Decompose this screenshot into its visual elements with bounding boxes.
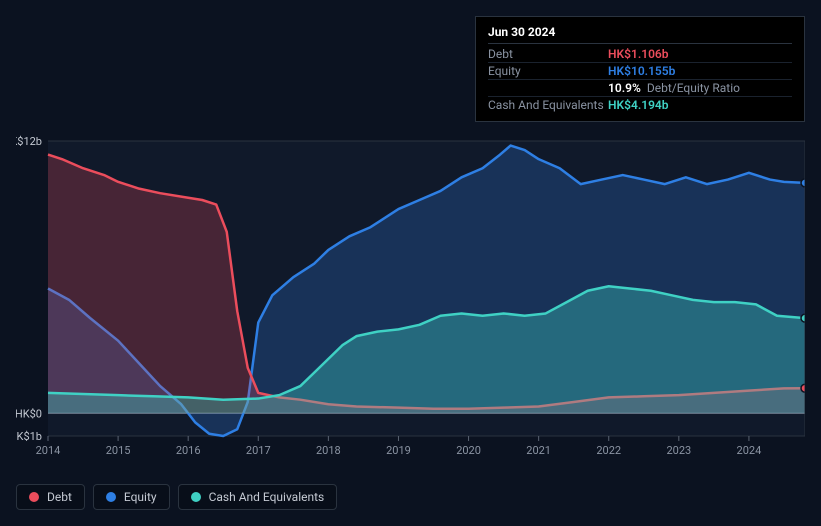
tooltip-row-value: HK$4.194b [608, 98, 669, 112]
svg-text:HK$12b: HK$12b [16, 135, 42, 148]
tooltip-row-value: HK$1.106b [608, 47, 669, 61]
tooltip-row-value: HK$10.155b [608, 64, 675, 78]
tooltip-row: DebtHK$1.106b [488, 46, 792, 63]
tooltip-row: Cash And EquivalentsHK$4.194b [488, 97, 792, 113]
svg-text:2023: 2023 [666, 444, 691, 457]
legend-label: Cash And Equivalents [209, 490, 325, 504]
svg-text:2024: 2024 [737, 444, 762, 457]
legend-swatch [191, 492, 201, 502]
tooltip-date: Jun 30 2024 [488, 25, 792, 44]
tooltip-row-label: Equity [488, 64, 608, 78]
legend-swatch [29, 492, 39, 502]
chart-tooltip: Jun 30 2024 DebtHK$1.106bEquityHK$10.155… [475, 16, 805, 122]
svg-text:2020: 2020 [456, 444, 481, 457]
legend-item[interactable]: Cash And Equivalents [178, 484, 338, 510]
chart-plot-area[interactable]: HK$12bHK$0-HK$1b201420152016201720182019… [16, 131, 805, 450]
svg-text:HK$0: HK$0 [16, 407, 42, 420]
chart-svg: HK$12b HK$0 -HK$1b2014 2015 2016 2017 2018 2019… [16, 131, 805, 466]
svg-text:2014: 2014 [36, 444, 61, 457]
tooltip-row-value: 10.9% [608, 81, 641, 95]
svg-text:2021: 2021 [526, 444, 551, 457]
svg-text:-HK$1b: -HK$1b [16, 430, 42, 443]
legend-label: Debt [47, 490, 72, 504]
svg-text:2019: 2019 [386, 444, 411, 457]
tooltip-row: EquityHK$10.155b [488, 63, 792, 80]
legend-item[interactable]: Debt [16, 484, 85, 510]
tooltip-row-label: Debt [488, 47, 608, 61]
financial-chart: Jun 30 2024 DebtHK$1.106bEquityHK$10.155… [16, 16, 805, 510]
tooltip-row-label: Cash And Equivalents [488, 98, 608, 112]
legend-swatch [106, 492, 116, 502]
tooltip-row: 10.9% Debt/Equity Ratio [488, 80, 792, 97]
tooltip-row-extra: Debt/Equity Ratio [647, 81, 740, 95]
legend-label: Equity [124, 490, 157, 504]
svg-text:2016: 2016 [176, 444, 201, 457]
svg-text:2015: 2015 [106, 444, 131, 457]
chart-legend: Debt Equity Cash And Equivalents [16, 484, 337, 510]
svg-text:2022: 2022 [596, 444, 621, 457]
legend-item[interactable]: Equity [93, 484, 170, 510]
svg-text:2018: 2018 [316, 444, 341, 457]
tooltip-row-label [488, 81, 608, 95]
svg-text:2017: 2017 [246, 444, 271, 457]
